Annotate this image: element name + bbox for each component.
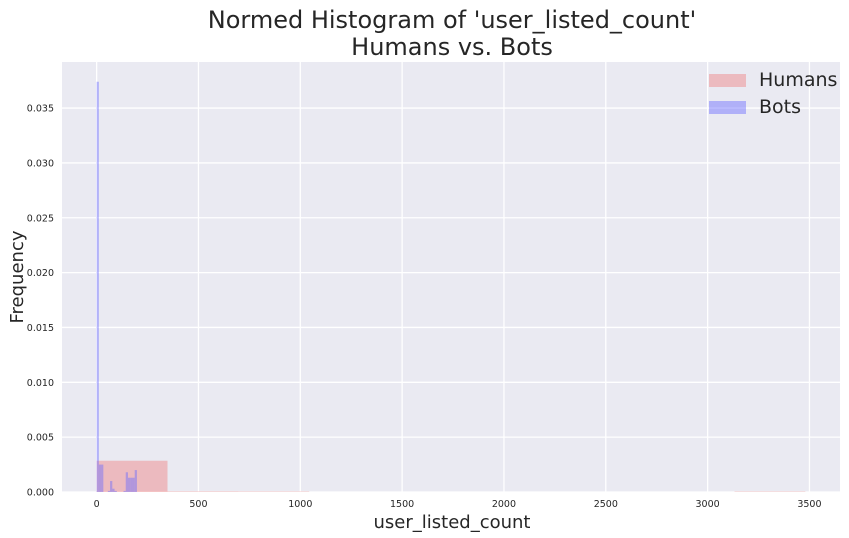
x-tick-label: 500 (189, 499, 207, 510)
y-tick-label: 0.015 (27, 323, 54, 334)
legend: Humans Bots (709, 69, 837, 118)
x-tick-label: 1500 (390, 499, 414, 510)
x-tick-label: 0 (94, 499, 100, 510)
series-humans-bars (96, 460, 806, 492)
y-tick-label: 0.005 (27, 433, 54, 444)
chart-title: Normed Histogram of 'user_listed_count' … (208, 6, 696, 61)
bar-bots (132, 477, 135, 492)
histogram-bars (96, 81, 806, 492)
legend-swatch (709, 74, 746, 87)
y-tick-label: 0.030 (27, 158, 54, 169)
y-tick-label: 0.025 (27, 213, 54, 224)
y-tick-label: 0.010 (27, 378, 54, 389)
x-tick-label: 3500 (797, 499, 821, 510)
bar-bots (101, 464, 104, 492)
chart-title-line-2: Humans vs. Bots (351, 33, 553, 61)
bar-humans (96, 460, 168, 492)
bar-bots (107, 490, 111, 492)
legend-label: Bots (759, 96, 801, 118)
bar-humans (167, 491, 239, 492)
y-axis-ticks: 0.000 0.005 0.010 0.015 0.020 0.025 0.030 0.035 (27, 104, 54, 499)
x-axis-label: user_listed_count (374, 512, 531, 533)
legend-item-humans: Humans (709, 69, 837, 91)
y-axis-label: Frequency (7, 230, 28, 323)
bar-bots (130, 477, 133, 492)
x-tick-label: 2000 (492, 499, 516, 510)
bar-bots (110, 481, 113, 492)
x-axis-ticks: 0 500 1000 1500 2000 2500 3000 3500 (94, 499, 822, 510)
x-tick-label: 2500 (594, 499, 618, 510)
y-tick-label: 0.000 (27, 488, 54, 499)
bar-bots (123, 490, 126, 492)
bar-bots (114, 490, 117, 492)
bar-bots (98, 464, 102, 492)
legend-label: Humans (759, 69, 837, 91)
plot-area (62, 62, 840, 492)
bar-bots (127, 477, 131, 492)
bar-bots (112, 488, 115, 492)
legend-swatch (709, 101, 746, 114)
legend-item-bots: Bots (709, 96, 801, 118)
x-tick-label: 3000 (696, 499, 720, 510)
x-tick-label: 1000 (288, 499, 312, 510)
chart-title-line-1: Normed Histogram of 'user_listed_count' (208, 6, 696, 34)
y-tick-label: 0.020 (27, 268, 54, 279)
bar-bots (125, 472, 128, 492)
y-tick-label: 0.035 (27, 104, 54, 115)
series-bots-bars (96, 81, 137, 492)
bar-bots (96, 81, 99, 492)
grid-lines (62, 62, 840, 493)
bar-bots (134, 470, 137, 492)
